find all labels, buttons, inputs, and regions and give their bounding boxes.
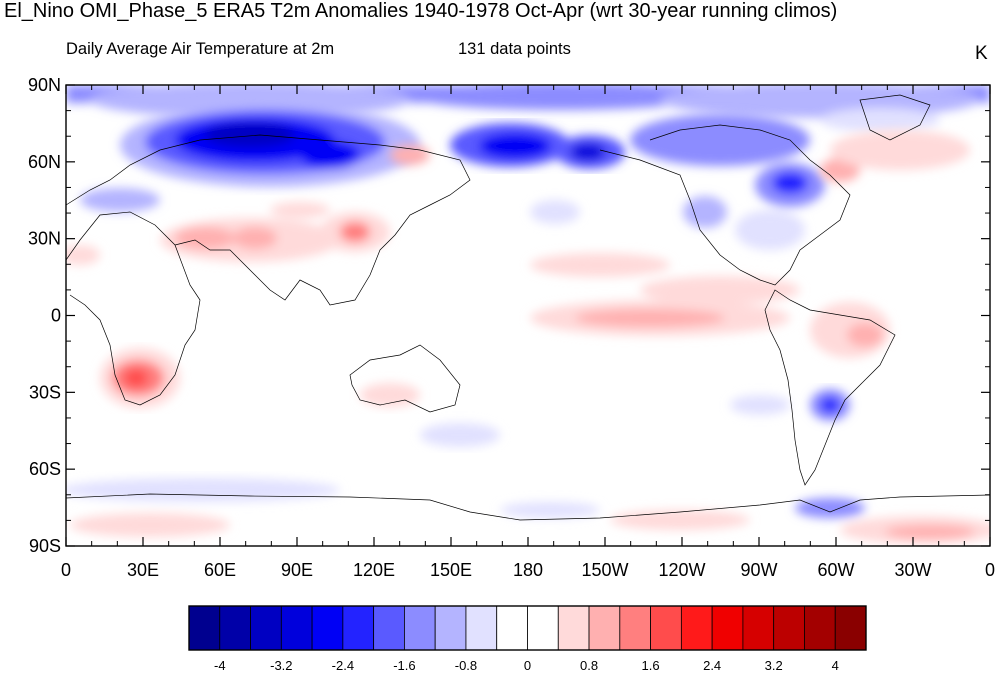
colorbar-label: -0.8: [455, 658, 477, 673]
colorbar-swatch: [557, 605, 590, 651]
lon-label: 90W: [740, 560, 777, 580]
lon-label: 90E: [281, 560, 313, 580]
colorbar-label: 0.8: [580, 658, 598, 673]
colorbar-label: 2.4: [703, 658, 721, 673]
antarctic-anomaly: [66, 478, 990, 544]
lon-label: 0: [985, 560, 995, 580]
colorbar-swatch: [188, 605, 221, 651]
colorbar-swatch: [804, 605, 836, 651]
lon-label: 0: [61, 560, 71, 580]
colorbar-swatch: [311, 605, 344, 651]
lon-label: 120W: [658, 560, 705, 580]
colorbar-border: [188, 605, 867, 651]
colorbar-swatch: [742, 605, 775, 651]
colorbar-swatch: [342, 605, 375, 651]
colorbar-label: -1.6: [393, 658, 415, 673]
colorbar-swatch: [619, 605, 651, 651]
south-america-cold-anomaly: [420, 389, 850, 447]
lon-label: 150W: [581, 560, 628, 580]
colorbar-swatch: [465, 605, 498, 651]
siberia-cold-anomaly: [120, 103, 420, 187]
colorbar-swatch: [434, 605, 467, 651]
colorbar-label: 0: [524, 658, 531, 673]
coastlines: [66, 94, 990, 521]
colorbar-swatch: [680, 605, 713, 651]
colorbar-label: -4: [214, 658, 226, 673]
variable-subtitle: Daily Average Air Temperature at 2m: [66, 40, 335, 58]
colorbar-label: 1.6: [642, 658, 660, 673]
colorbar-swatch: [496, 605, 528, 651]
colorbar-swatch: [650, 605, 682, 651]
data-points-subtitle: 131 data points: [458, 40, 571, 58]
lon-label: 120E: [353, 560, 395, 580]
colorbar-swatch: [280, 605, 313, 651]
colorbar: -4 -3.2 -2.4 -1.6 -0.8 0 0.8 1.6 2.4 3.2 4: [188, 605, 867, 673]
colorbar-label: -2.4: [332, 658, 354, 673]
colorbar-swatch: [219, 605, 251, 651]
lon-label: 150E: [430, 560, 472, 580]
lon-label: 30W: [894, 560, 931, 580]
lat-label: 90S: [29, 536, 61, 556]
colorbar-swatch: [588, 605, 621, 651]
lat-label: 60S: [29, 459, 61, 479]
lat-label: 30N: [28, 229, 61, 249]
canada-cold-anomaly: [80, 114, 825, 250]
el-nino-warm-anomaly: [530, 253, 890, 358]
east-siberia-cold-anomaly: [450, 123, 625, 169]
colorbar-swatch: [773, 605, 805, 651]
lon-label: 60E: [204, 560, 236, 580]
colorbar-swatch: [373, 605, 405, 651]
map-title: El_Nino OMI_Phase_5 ERA5 T2m Anomalies 1…: [4, 0, 838, 22]
lat-label: 30S: [29, 382, 61, 402]
lat-label: 90N: [28, 75, 61, 95]
units-label: K: [975, 43, 988, 64]
longitude-axis: 0 30E 60E 90E 120E 150E 180 150W 120W 90W 60W 30W 0: [61, 85, 995, 580]
lat-label: 0: [51, 306, 61, 326]
colorbar-swatch: [834, 605, 867, 651]
lon-label: 60W: [817, 560, 854, 580]
colorbar-swatch: [711, 605, 744, 651]
lon-label: 30E: [127, 560, 159, 580]
colorbar-swatch: [527, 605, 559, 651]
south-africa-warm-anomaly: [100, 348, 420, 408]
asia-warm-anomaly: [66, 130, 970, 265]
colorbar-swatch: [250, 605, 282, 651]
lon-label: 180: [513, 560, 543, 580]
colorbar-swatch: [404, 605, 436, 651]
lat-label: 60N: [28, 152, 61, 172]
colorbar-label: -3.2: [270, 658, 292, 673]
latitude-axis: 90N 60N 30N 0 30S 60S 90S: [28, 75, 990, 556]
colorbar-label: 4: [832, 658, 839, 673]
colorbar-label: 3.2: [765, 658, 783, 673]
